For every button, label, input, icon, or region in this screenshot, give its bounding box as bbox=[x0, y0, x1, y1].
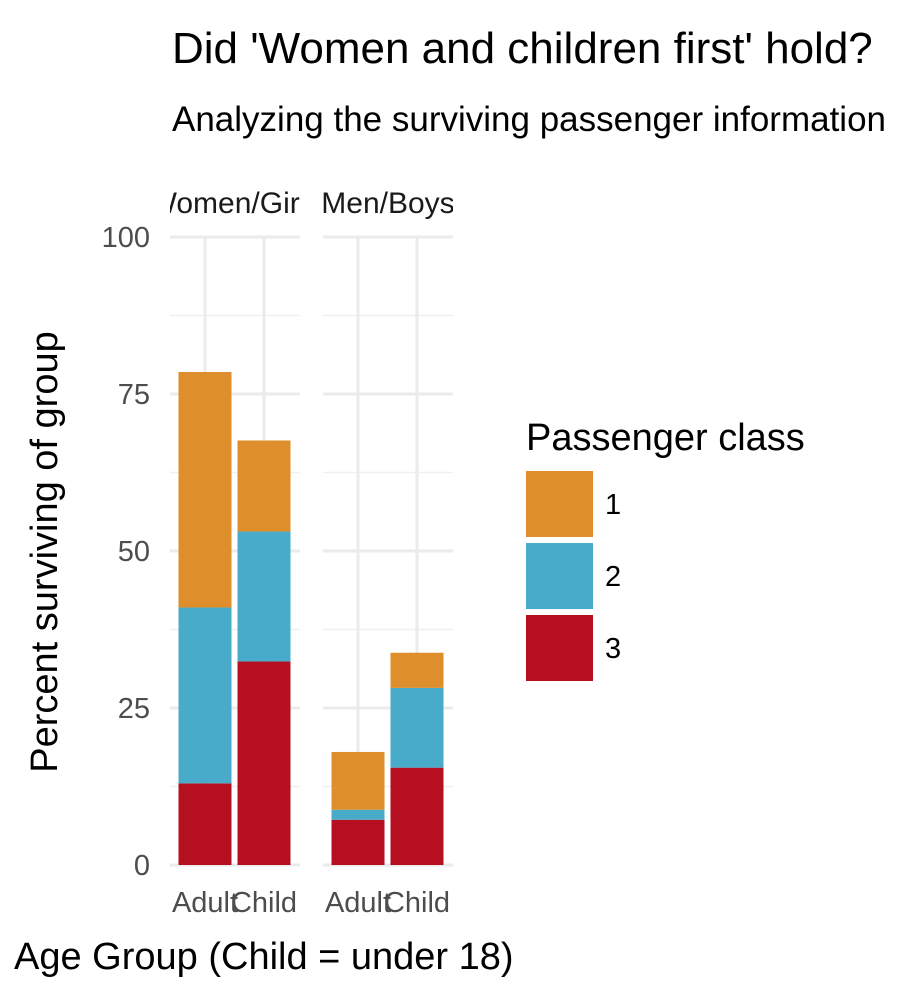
y-tick-label: 100 bbox=[102, 222, 150, 254]
legend: Passenger class 1 2 3 bbox=[526, 417, 805, 681]
legend-label: 2 bbox=[605, 561, 621, 593]
y-tick-label: 0 bbox=[134, 850, 150, 882]
bar-segment-class-3 bbox=[331, 819, 385, 865]
y-axis-title: Percent surviving of group bbox=[24, 331, 66, 772]
x-tick-label: Child bbox=[384, 887, 450, 919]
x-tick-label: Child bbox=[231, 887, 297, 919]
x-tick-label: Adult bbox=[172, 887, 238, 919]
chart-title: Did 'Women and children first' hold? bbox=[172, 24, 873, 73]
bar-segment-class-1 bbox=[331, 751, 385, 810]
y-axis: 0 25 50 75 100 bbox=[102, 222, 150, 882]
bar-segment-class-3 bbox=[178, 783, 232, 865]
bar-segment-class-1 bbox=[390, 652, 444, 688]
y-tick-label: 50 bbox=[118, 536, 150, 568]
legend-key-class-1 bbox=[526, 471, 593, 537]
chart-subtitle: Analyzing the surviving passenger inform… bbox=[172, 100, 886, 139]
bar-segment-class-2 bbox=[178, 607, 232, 784]
y-tick-label: 75 bbox=[118, 379, 150, 411]
legend-key-class-2 bbox=[526, 543, 593, 609]
bar-segment-class-1 bbox=[237, 440, 291, 532]
facet-strip-label: Women/Girls bbox=[149, 187, 322, 220]
x-tick-label: Adult bbox=[325, 887, 391, 919]
bar-segment-class-2 bbox=[237, 531, 291, 662]
x-axis-title: Age Group (Child = under 18) bbox=[14, 936, 514, 978]
bar-segment-class-1 bbox=[178, 372, 232, 608]
bar-segment-class-2 bbox=[390, 687, 444, 768]
facet-strip-label: Men/Boys bbox=[321, 187, 454, 220]
y-tick-label: 25 bbox=[118, 693, 150, 725]
legend-label: 1 bbox=[605, 489, 621, 521]
bar-segment-class-3 bbox=[237, 661, 291, 865]
bar-segment-class-2 bbox=[331, 809, 385, 820]
legend-label: 3 bbox=[605, 633, 621, 665]
legend-key-class-3 bbox=[526, 615, 593, 681]
bar-segment-class-3 bbox=[390, 767, 444, 865]
legend-title: Passenger class bbox=[526, 417, 805, 459]
